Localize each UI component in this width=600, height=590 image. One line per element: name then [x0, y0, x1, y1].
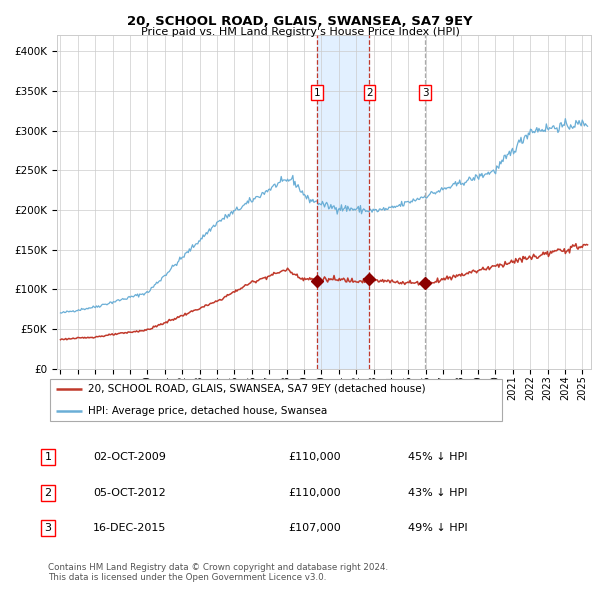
- Text: 3: 3: [44, 523, 52, 533]
- Bar: [317, 35, 369, 369]
- Text: Contains HM Land Registry data © Crown copyright and database right 2024.: Contains HM Land Registry data © Crown c…: [48, 563, 388, 572]
- Text: 20, SCHOOL ROAD, GLAIS, SWANSEA, SA7 9EY (detached house): 20, SCHOOL ROAD, GLAIS, SWANSEA, SA7 9EY…: [88, 384, 426, 394]
- Text: 05-OCT-2012: 05-OCT-2012: [93, 488, 166, 497]
- FancyBboxPatch shape: [50, 379, 502, 421]
- Text: 1: 1: [314, 87, 320, 97]
- Text: 02-OCT-2009: 02-OCT-2009: [93, 453, 166, 462]
- Text: 3: 3: [422, 87, 428, 97]
- Text: Price paid vs. HM Land Registry's House Price Index (HPI): Price paid vs. HM Land Registry's House …: [140, 27, 460, 37]
- Text: 1: 1: [44, 453, 52, 462]
- Text: £110,000: £110,000: [288, 488, 341, 497]
- Text: 45% ↓ HPI: 45% ↓ HPI: [408, 453, 467, 462]
- Text: 20, SCHOOL ROAD, GLAIS, SWANSEA, SA7 9EY: 20, SCHOOL ROAD, GLAIS, SWANSEA, SA7 9EY: [127, 15, 473, 28]
- Text: £107,000: £107,000: [288, 523, 341, 533]
- Text: 49% ↓ HPI: 49% ↓ HPI: [408, 523, 467, 533]
- Text: HPI: Average price, detached house, Swansea: HPI: Average price, detached house, Swan…: [88, 406, 328, 416]
- Text: 2: 2: [366, 87, 373, 97]
- Text: 16-DEC-2015: 16-DEC-2015: [93, 523, 166, 533]
- Text: 43% ↓ HPI: 43% ↓ HPI: [408, 488, 467, 497]
- Text: This data is licensed under the Open Government Licence v3.0.: This data is licensed under the Open Gov…: [48, 573, 326, 582]
- Text: 2: 2: [44, 488, 52, 497]
- Text: £110,000: £110,000: [288, 453, 341, 462]
